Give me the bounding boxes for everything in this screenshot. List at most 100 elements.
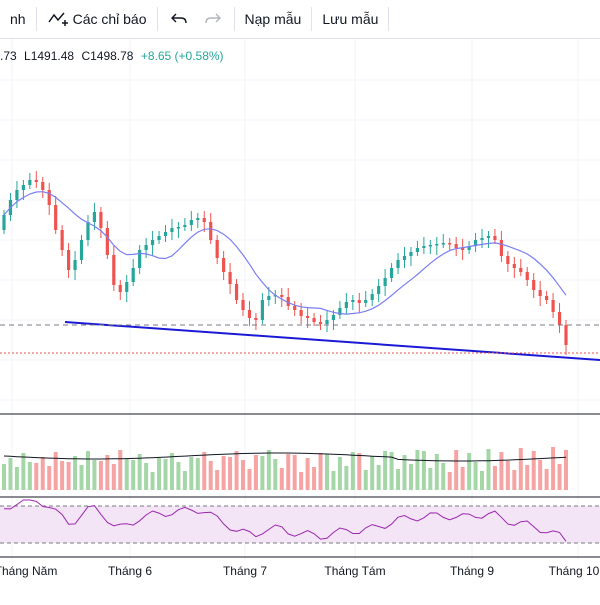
rsi-line <box>3 499 567 542</box>
volume-bar <box>421 451 426 490</box>
volume-bar <box>376 465 381 490</box>
volume-bar <box>350 452 355 490</box>
indicators-icon <box>47 8 69 30</box>
volume-bar <box>428 468 433 490</box>
candle-body <box>73 260 77 270</box>
candle-body <box>448 243 452 245</box>
volume-bar <box>383 451 388 490</box>
indicators-label: Các chỉ báo <box>72 11 147 27</box>
candle-body <box>131 268 135 282</box>
save-template-label: Lưu mẫu <box>322 11 379 27</box>
volume-bar <box>189 457 194 490</box>
volume-bar <box>73 456 78 490</box>
volume-bar <box>486 449 491 490</box>
undo-button[interactable] <box>158 0 196 38</box>
candle-body <box>241 300 245 310</box>
candle-body <box>454 244 458 248</box>
volume-ma-line <box>3 452 567 462</box>
candle-body <box>480 238 484 240</box>
close-value: C1498.78 <box>81 49 134 63</box>
volume-bar <box>286 454 291 490</box>
candle-body <box>486 236 491 238</box>
volume-bar <box>467 453 472 490</box>
volume-bar <box>34 463 39 490</box>
candle-body <box>461 248 465 250</box>
price-chart[interactable] <box>0 39 600 600</box>
volume-bar <box>480 471 485 490</box>
candle-body <box>538 290 542 296</box>
candle-body <box>286 297 290 306</box>
indicators-button[interactable]: Các chỉ báo <box>37 0 157 38</box>
candle-body <box>66 250 71 270</box>
chart-canvas[interactable] <box>0 39 600 600</box>
ohlc-legend: .73 L1491.48 C1498.78 +8.65 (+0.58%) <box>0 49 228 63</box>
candle-body <box>138 250 142 268</box>
candle-body <box>86 222 90 240</box>
volume-bar <box>98 461 103 490</box>
volume-bar <box>105 455 110 490</box>
volume-bar <box>396 469 401 490</box>
volume-bar <box>137 454 142 490</box>
volume-bar <box>40 457 45 490</box>
volume-bar <box>215 470 220 490</box>
volume-bar <box>363 470 368 490</box>
volume-bar <box>292 455 297 490</box>
volume-bar <box>551 447 556 490</box>
save-template-button[interactable]: Lưu mẫu <box>312 0 388 38</box>
candle-body <box>467 246 471 250</box>
candle-body <box>202 218 206 222</box>
interval-button[interactable]: nh <box>0 0 36 38</box>
volume-bar <box>370 456 375 490</box>
candle-body <box>163 232 168 236</box>
candle-body <box>506 256 510 264</box>
support-trendline <box>64 321 600 361</box>
candle-body <box>196 218 200 220</box>
candle-body <box>125 282 129 292</box>
candle-body <box>21 185 25 190</box>
candle-body <box>99 212 103 228</box>
volume-bar <box>324 454 329 490</box>
candle-body <box>493 236 497 240</box>
volume-bar <box>402 455 407 490</box>
change-value: +8.65 (+0.58%) <box>140 49 224 63</box>
candle-body <box>176 227 181 229</box>
candle-body <box>473 240 478 246</box>
volume-bar <box>228 457 233 490</box>
candle-body <box>60 230 64 250</box>
load-template-button[interactable]: Nạp mẫu <box>235 0 312 38</box>
candle-body <box>92 212 97 222</box>
candle-body <box>189 220 193 225</box>
load-template-label: Nạp mẫu <box>244 11 302 27</box>
candle-body <box>344 302 348 308</box>
candle-body <box>422 246 426 248</box>
volume-bar <box>53 452 58 490</box>
candle-body <box>402 256 407 260</box>
candle-body <box>338 308 342 315</box>
redo-button[interactable] <box>196 0 234 38</box>
candle-body <box>79 240 84 260</box>
candle-body <box>228 272 232 284</box>
open-value: .73 <box>0 49 17 63</box>
volume-bar <box>434 454 439 490</box>
candle-body <box>312 318 316 322</box>
candle-body <box>306 316 310 318</box>
x-axis-label: Tháng 10 <box>548 564 600 578</box>
volume-bar <box>253 455 258 490</box>
toolbar-divider <box>156 7 158 31</box>
volume-bar <box>111 464 116 490</box>
volume-bar <box>266 450 271 490</box>
volume-bar <box>176 462 181 490</box>
candle-body <box>41 182 45 190</box>
volume-bar <box>260 456 265 490</box>
low-value: L1491.48 <box>24 49 75 63</box>
volume-bar <box>473 462 478 490</box>
candle-body <box>2 215 6 230</box>
volume-bar <box>163 459 168 490</box>
candle-body <box>222 258 226 272</box>
candle-body <box>34 180 38 182</box>
volume-bar <box>60 461 65 490</box>
volume-bar <box>195 458 200 490</box>
candle-body <box>28 180 32 185</box>
volume-bar <box>318 453 323 490</box>
candle-body <box>157 236 161 240</box>
